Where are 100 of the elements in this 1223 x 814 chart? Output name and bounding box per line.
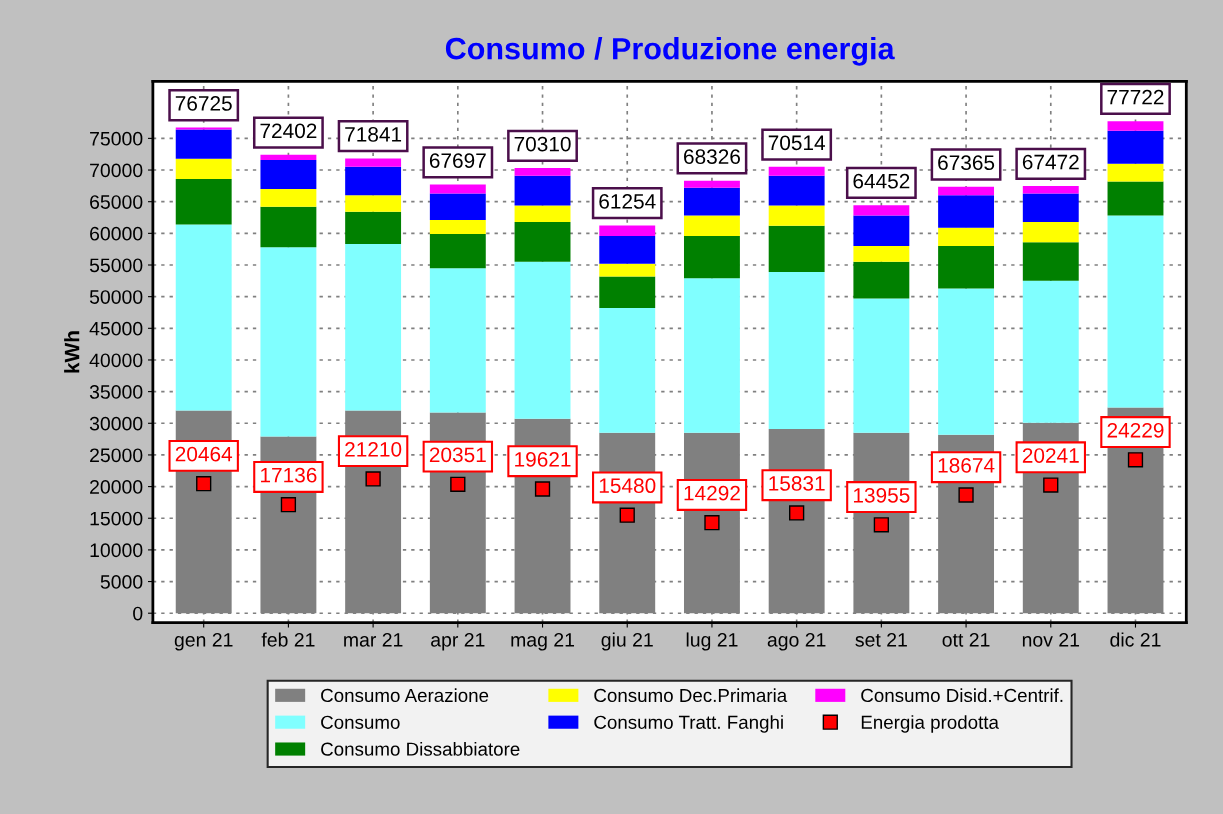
bar (853, 261, 910, 299)
chart-title: Consumo / Produzione energia (445, 37, 895, 66)
data-label: 13955 (853, 487, 910, 503)
x-tick-label: mar 21 (344, 632, 403, 647)
data-label: 15480 (599, 478, 656, 494)
bar (514, 205, 571, 222)
bar (1107, 130, 1164, 164)
bar (1022, 193, 1079, 222)
bar (429, 220, 486, 234)
bar (175, 178, 232, 225)
total-label: 71841 (345, 127, 402, 142)
bar (260, 189, 317, 207)
legend-label: Consumo (321, 715, 400, 729)
bar (938, 288, 995, 435)
bar (514, 221, 571, 262)
y-tick-label: 20000 (90, 480, 143, 494)
y-tick-label: 55000 (89, 258, 143, 273)
total-label: 70514 (768, 135, 826, 151)
y-tick-label: 50000 (89, 290, 143, 304)
data-label: 14292 (684, 485, 740, 501)
y-tick-label: 65000 (90, 195, 143, 209)
point (196, 476, 212, 492)
bar (853, 298, 910, 433)
legend-label: Consumo Tratt. Fanghi (594, 715, 783, 733)
point (704, 515, 720, 531)
bar (853, 246, 910, 262)
bar (1022, 221, 1079, 243)
y-axis-title: kWh (64, 331, 80, 373)
point (1127, 452, 1144, 468)
bar (514, 168, 571, 176)
bar (514, 175, 571, 206)
bar (768, 175, 825, 206)
bar (1022, 242, 1079, 281)
total-label: 67365 (938, 155, 995, 171)
point (1043, 477, 1059, 493)
data-label: 17136 (261, 467, 317, 483)
bar (938, 195, 995, 228)
bar (683, 187, 740, 216)
x-tick-label: nov 21 (1022, 632, 1080, 647)
legend-label: Consumo Aerazione (321, 688, 489, 703)
bar (853, 205, 910, 216)
bar (175, 224, 232, 411)
bar (938, 246, 995, 289)
bar (938, 227, 995, 247)
x-tick-label: gen 21 (174, 632, 233, 651)
data-label: 24229 (1107, 422, 1164, 438)
bar (599, 276, 656, 309)
y-tick-label: 30000 (89, 416, 143, 431)
y-tick-label: 60000 (90, 226, 143, 241)
y-tick-label: 25000 (90, 448, 143, 463)
data-label: 18674 (938, 458, 995, 473)
total-label: 72402 (260, 123, 317, 139)
bar (599, 225, 656, 236)
bar (260, 247, 317, 437)
data-label: 19621 (515, 452, 571, 467)
bar (429, 193, 486, 221)
legend-label: Consumo Dec.Primaria (594, 688, 788, 703)
bar (175, 158, 232, 179)
bar (599, 263, 656, 277)
bar (768, 205, 825, 226)
data-label: 20351 (429, 447, 486, 463)
bar (345, 158, 402, 167)
bar (1022, 280, 1079, 423)
x-tick-label: set 21 (855, 632, 907, 647)
bar (429, 268, 486, 413)
bar (260, 206, 317, 248)
bar (768, 271, 825, 429)
x-tick-label: giu 21 (601, 632, 653, 651)
data-label: 15831 (769, 476, 825, 491)
y-tick-label: 5000 (100, 575, 143, 589)
y-tick-label: 45000 (89, 321, 143, 336)
point (873, 517, 890, 533)
y-tick-label: 35000 (89, 385, 143, 399)
bar (345, 195, 402, 212)
bar (1107, 121, 1164, 131)
bar (1107, 181, 1164, 216)
total-label: 77722 (1107, 89, 1164, 105)
bar (683, 215, 740, 236)
bar (1107, 215, 1164, 408)
x-tick-label: feb 21 (261, 632, 315, 647)
legend-label: Consumo Dissabbiatore (321, 742, 520, 756)
total-label: 67472 (1022, 154, 1079, 170)
data-label: 20241 (1022, 448, 1079, 463)
x-tick-label: ott 21 (942, 632, 990, 647)
total-label: 76725 (175, 96, 232, 111)
bar (345, 211, 402, 245)
bar (683, 180, 740, 188)
bar (599, 308, 656, 433)
y-tick-label: 10000 (90, 543, 143, 558)
bar (175, 129, 232, 159)
bar (938, 186, 995, 196)
data-label: 21210 (345, 441, 402, 457)
bar (599, 235, 656, 264)
legend-label: Consumo Disid.+Centrif. (861, 688, 1063, 703)
y-tick-label: 75000 (90, 131, 143, 146)
x-tick-label: dic 21 (1110, 632, 1161, 647)
point (789, 505, 805, 521)
bar (1022, 186, 1079, 194)
bar (768, 166, 825, 176)
y-tick-label: 70000 (90, 163, 143, 178)
